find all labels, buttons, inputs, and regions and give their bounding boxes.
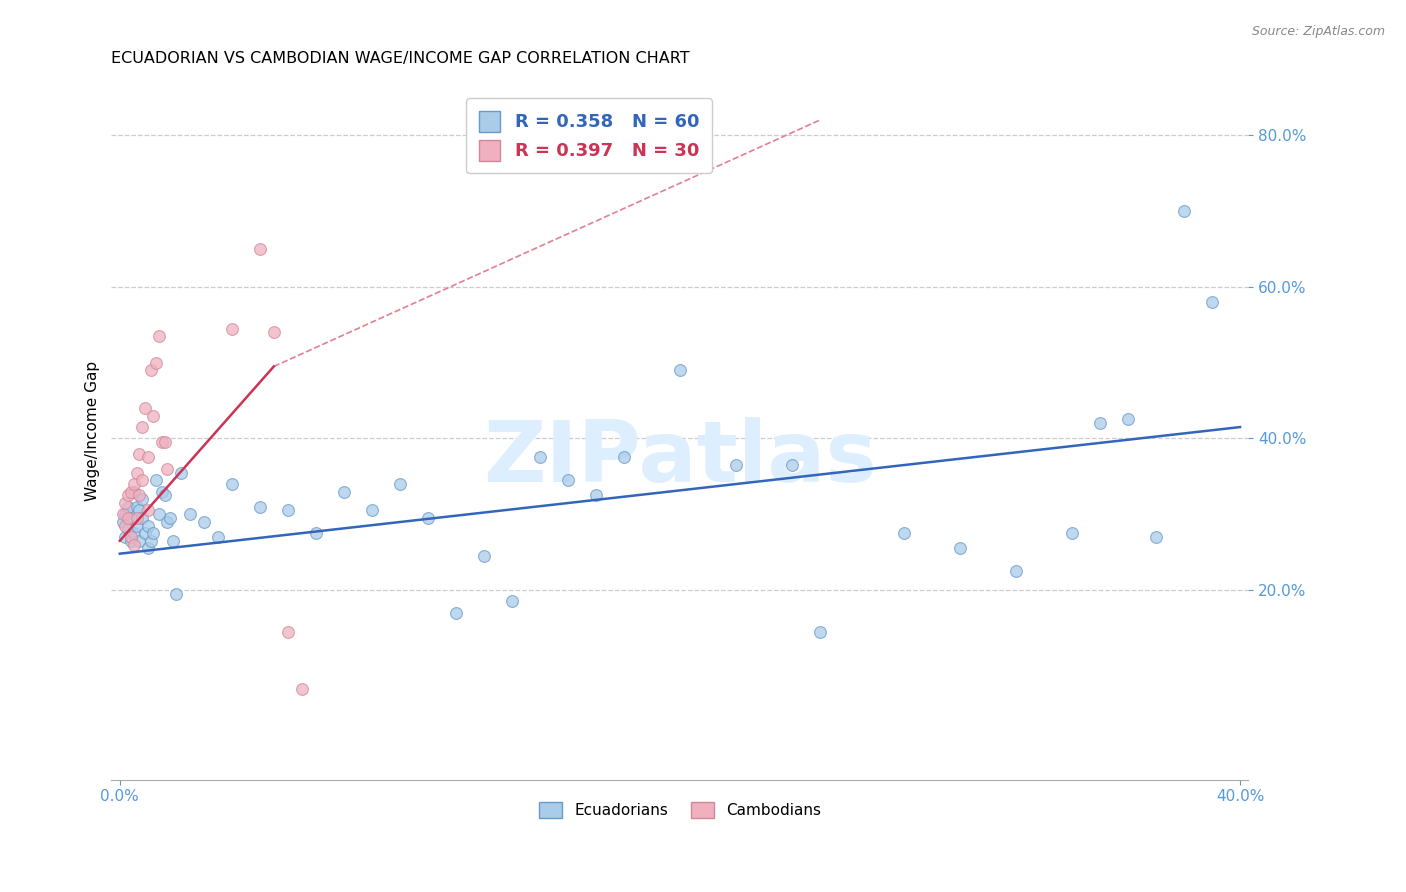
Point xyxy=(193,515,215,529)
Point xyxy=(1088,417,1111,431)
Point xyxy=(156,462,179,476)
Point xyxy=(221,321,243,335)
Point xyxy=(122,484,145,499)
Point xyxy=(139,533,162,548)
Point xyxy=(179,508,201,522)
Point xyxy=(277,503,299,517)
Point xyxy=(125,466,148,480)
Point xyxy=(472,549,495,563)
Point xyxy=(170,466,193,480)
Point xyxy=(1173,204,1195,219)
Point xyxy=(145,356,167,370)
Point xyxy=(136,503,159,517)
Point xyxy=(145,473,167,487)
Point xyxy=(120,484,142,499)
Point xyxy=(120,511,142,525)
Point xyxy=(120,530,142,544)
Text: ECUADORIAN VS CAMBODIAN WAGE/INCOME GAP CORRELATION CHART: ECUADORIAN VS CAMBODIAN WAGE/INCOME GAP … xyxy=(111,51,690,66)
Point xyxy=(277,624,299,639)
Point xyxy=(125,500,148,514)
Point xyxy=(142,409,165,423)
Legend: Ecuadorians, Cambodians: Ecuadorians, Cambodians xyxy=(533,796,827,824)
Point xyxy=(724,458,747,472)
Y-axis label: Wage/Income Gap: Wage/Income Gap xyxy=(86,360,100,501)
Point xyxy=(153,435,176,450)
Point xyxy=(114,518,136,533)
Point xyxy=(444,606,467,620)
Point xyxy=(128,503,150,517)
Point xyxy=(131,420,153,434)
Point xyxy=(585,488,607,502)
Point xyxy=(142,526,165,541)
Point xyxy=(949,541,972,556)
Point xyxy=(117,500,139,514)
Point xyxy=(128,533,150,548)
Point xyxy=(120,533,142,548)
Point xyxy=(159,511,181,525)
Point xyxy=(1005,564,1028,578)
Text: ZIPatlas: ZIPatlas xyxy=(484,417,877,500)
Point xyxy=(153,488,176,502)
Point xyxy=(128,488,150,502)
Point xyxy=(117,488,139,502)
Point xyxy=(529,450,551,465)
Point xyxy=(780,458,803,472)
Point xyxy=(134,526,156,541)
Point xyxy=(114,496,136,510)
Point xyxy=(1144,530,1167,544)
Point xyxy=(808,624,831,639)
Point xyxy=(221,477,243,491)
Point xyxy=(125,511,148,525)
Point xyxy=(1116,412,1139,426)
Point xyxy=(249,242,271,256)
Point xyxy=(291,681,314,696)
Point xyxy=(122,526,145,541)
Point xyxy=(669,363,692,377)
Point xyxy=(333,484,356,499)
Point xyxy=(131,511,153,525)
Point xyxy=(148,329,170,343)
Point xyxy=(125,518,148,533)
Point xyxy=(263,326,285,340)
Point xyxy=(117,511,139,525)
Point xyxy=(122,477,145,491)
Point xyxy=(165,587,187,601)
Point xyxy=(148,508,170,522)
Point xyxy=(305,526,328,541)
Point xyxy=(249,500,271,514)
Point xyxy=(613,450,636,465)
Point xyxy=(111,508,134,522)
Point xyxy=(114,530,136,544)
Point xyxy=(122,538,145,552)
Point xyxy=(388,477,411,491)
Point xyxy=(207,530,229,544)
Point xyxy=(156,515,179,529)
Point xyxy=(136,518,159,533)
Point xyxy=(136,450,159,465)
Point xyxy=(360,503,382,517)
Point xyxy=(114,508,136,522)
Point xyxy=(501,594,523,608)
Point xyxy=(150,484,173,499)
Point xyxy=(162,533,184,548)
Point xyxy=(128,447,150,461)
Point xyxy=(111,515,134,529)
Point xyxy=(117,523,139,537)
Point xyxy=(1201,295,1223,310)
Point xyxy=(136,541,159,556)
Point xyxy=(893,526,915,541)
Point xyxy=(416,511,439,525)
Text: Source: ZipAtlas.com: Source: ZipAtlas.com xyxy=(1251,25,1385,38)
Point xyxy=(131,473,153,487)
Point xyxy=(131,492,153,507)
Point xyxy=(134,401,156,416)
Point xyxy=(150,435,173,450)
Point xyxy=(1060,526,1083,541)
Point xyxy=(557,473,579,487)
Point xyxy=(139,363,162,377)
